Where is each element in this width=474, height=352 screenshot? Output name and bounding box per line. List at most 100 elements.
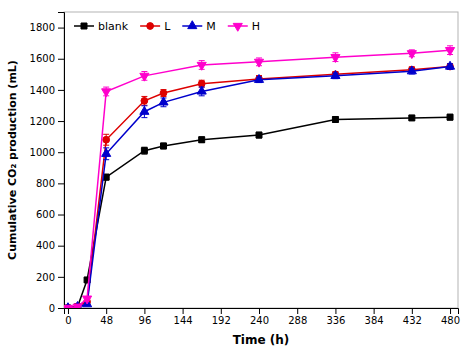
tick-label: 336 [326,315,345,326]
tick: 1000 [30,147,64,158]
tick-mark [183,308,184,314]
legend-symbol [81,23,87,29]
error-bar-cap [332,52,338,53]
marker [73,304,82,308]
error-bar [409,116,415,121]
marker [103,136,110,143]
marker [102,149,111,157]
legend-item: blank [74,20,129,33]
error-bar [160,143,166,149]
tick: 288 [288,308,307,326]
marker [83,296,92,304]
marker [331,55,340,63]
tick-label: 600 [36,209,55,220]
y-axis-line [58,13,65,309]
error-bar [103,134,109,145]
tick-mark [58,183,64,184]
plot: 0489614419224028833638443248002004006008… [30,12,461,326]
tick-mark [58,215,64,216]
tick: 384 [365,308,384,326]
marker [160,143,166,149]
marker [407,66,416,74]
error-bar [256,132,262,138]
legend-items: blank LM H [74,20,260,33]
y-axis: 020040060080010001200140016001800 [30,13,65,314]
series [65,63,454,308]
series-line [68,50,450,308]
error-bar [160,90,166,97]
tick-mark [259,308,260,314]
error-bar-cap [160,106,166,107]
marker [64,305,73,308]
tick: 1400 [30,85,64,96]
tick-mark [106,308,107,314]
tick-label: 0 [65,315,71,326]
marker [140,106,149,114]
tick-label: 432 [403,315,422,326]
legend-item: L [140,20,171,33]
tick: 144 [174,308,193,326]
marker [447,114,453,120]
series [64,61,455,308]
marker [159,97,168,105]
marker [332,116,338,122]
error-bar-cap [199,95,205,96]
legend-label: L [164,20,171,33]
marker [407,51,416,59]
tick: 200 [36,272,64,283]
tick-mark [58,277,64,278]
error-bar-cap [141,71,147,72]
tick-mark [58,308,64,309]
error-bar [447,114,453,120]
plot-frame [64,12,458,308]
tick-mark [58,90,64,91]
tick-label: 1200 [30,116,55,127]
series-line [68,67,450,308]
series [64,46,455,308]
error-bar-cap [103,159,109,160]
marker [445,48,454,56]
tick-mark [450,308,451,314]
legend-label: blank [98,20,129,33]
tick-label: 48 [100,315,113,326]
tick-label: 144 [174,315,193,326]
tick-label: 800 [36,178,55,189]
tick: 1800 [30,22,64,33]
error-bar-cap [141,117,147,118]
marker [141,97,148,104]
tick-mark [144,308,145,314]
tick-mark [374,308,375,314]
tick: 480 [441,308,460,326]
tick-mark [335,308,336,314]
legend-symbol [233,23,242,31]
tick-label: 1800 [30,22,55,33]
marks [64,46,455,308]
tick-label: 384 [365,315,384,326]
tick-mark [58,152,64,153]
tick: 0 [49,303,64,314]
tick: 96 [139,308,152,326]
tick: 600 [36,209,64,220]
tick: 240 [250,308,269,326]
legend-item: H [228,20,260,33]
series-line [68,67,450,308]
tick-mark [58,246,64,247]
tick-label: 200 [36,272,55,283]
tick-label: 240 [250,315,269,326]
legend-label: H [252,20,260,33]
tick: 192 [212,308,231,326]
tick-mark [297,308,298,314]
marker [197,62,206,70]
marker [256,132,262,138]
marker [409,115,415,121]
marker [199,137,205,143]
error-bar-cap [256,57,262,58]
tick-label: 1600 [30,53,55,64]
x-axis-line [65,309,459,315]
tick: 48 [100,308,113,326]
legend-item: M [182,20,216,33]
tick-label: 192 [212,315,231,326]
marker [102,89,111,97]
tick-mark [58,121,64,122]
tick-label: 0 [49,303,55,314]
